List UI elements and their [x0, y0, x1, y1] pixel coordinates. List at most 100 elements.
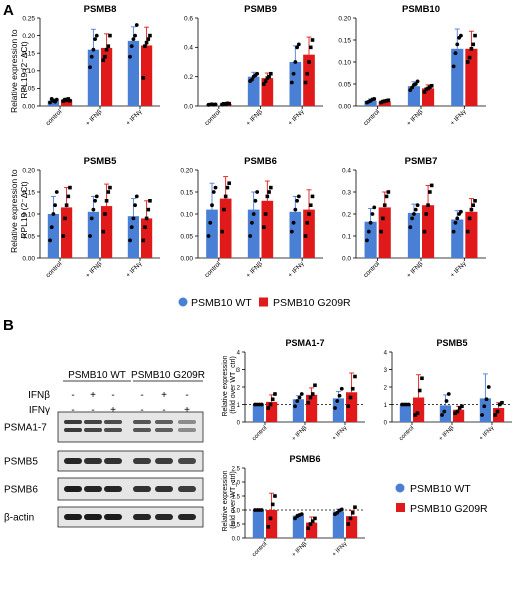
data-point	[339, 507, 344, 512]
data-point	[368, 220, 373, 225]
data-point	[291, 220, 296, 225]
y-tick-label: 0.00	[22, 103, 35, 110]
x-tick-label: + IFNγ	[479, 425, 496, 442]
blot-membrane	[57, 477, 204, 501]
blot-band	[178, 428, 196, 432]
data-point	[54, 97, 59, 102]
data-point	[446, 392, 451, 396]
data-point	[223, 194, 228, 199]
bar	[127, 40, 139, 106]
data-point	[293, 404, 297, 409]
data-point	[144, 216, 149, 221]
data-point	[460, 404, 464, 409]
data-point	[262, 82, 266, 86]
data-point	[268, 402, 273, 407]
bar	[364, 100, 377, 106]
data-point	[93, 198, 97, 203]
data-point	[372, 97, 377, 101]
data-point	[104, 47, 109, 52]
ylabel-row2-line1: Relative expression to	[9, 169, 19, 253]
data-point	[106, 44, 111, 48]
data-point	[88, 65, 92, 70]
data-point	[457, 406, 462, 410]
blot-band-rows: PSMA1-7 PSMB5 PSMB6 β-actin	[4, 411, 204, 528]
x-tick-label: control	[203, 260, 222, 279]
blot-treatment-ifng: IFNγ	[29, 405, 50, 416]
bar	[479, 398, 491, 422]
y-tick-label: 0.20	[22, 167, 35, 174]
blot-band	[178, 420, 196, 424]
y-tick-label: 0.05	[180, 233, 193, 240]
data-point	[262, 225, 266, 229]
data-point	[273, 392, 277, 396]
legend-b-wt-label: PSMB10 WT	[410, 483, 471, 495]
y-tick-label: 0	[237, 420, 241, 426]
bar	[303, 209, 315, 258]
data-point	[465, 229, 470, 234]
panel-letter-b: B	[3, 317, 14, 334]
data-point	[365, 238, 369, 243]
data-point	[408, 225, 413, 230]
x-tick-label: + IFNβ	[405, 108, 424, 127]
data-point	[381, 216, 385, 221]
data-point	[263, 212, 268, 216]
blot-band-label: PSMB5	[4, 457, 38, 468]
blot-band	[155, 458, 173, 464]
data-point	[451, 64, 456, 69]
y-tick-label: 0.05	[338, 81, 351, 88]
chart-title: PSMB6	[244, 156, 277, 167]
data-point	[66, 194, 71, 199]
y-tick-label: 0.2	[342, 211, 351, 218]
y-tick-label: 0.6	[184, 15, 193, 22]
data-point	[500, 400, 504, 405]
y-tick-label: 0.0	[184, 103, 193, 110]
bar	[306, 522, 318, 538]
legend-b-wt-marker	[395, 483, 405, 493]
blot-band	[155, 514, 173, 520]
data-point	[413, 82, 418, 86]
blot-mark: +	[110, 405, 116, 416]
bar	[47, 100, 59, 106]
blot-band	[84, 458, 102, 464]
data-point	[413, 413, 418, 417]
y-tick-label: 3	[237, 368, 241, 374]
bar	[61, 100, 73, 106]
data-point	[410, 216, 415, 221]
data-point	[384, 98, 389, 103]
y-tick-label: 0.10	[338, 59, 351, 66]
y-tick-label: 4	[384, 350, 388, 356]
chart-title: PSMB8	[84, 4, 117, 15]
data-point	[208, 220, 213, 225]
data-point	[131, 37, 136, 42]
bar	[61, 207, 73, 258]
chart-title: PSMB9	[244, 4, 277, 15]
data-point	[268, 516, 273, 521]
ylabel-row1-line1: Relative expression to	[9, 29, 19, 113]
chart-psmb6-4: PSMB6 0.00 0.05 0.10 0.15 0.20 control + IFNβ + …	[180, 156, 323, 279]
bar	[247, 76, 260, 106]
chart-title: PSMB5	[84, 156, 117, 167]
blot-band	[104, 486, 122, 492]
data-point	[61, 234, 66, 238]
bar	[413, 397, 425, 422]
data-point	[104, 199, 109, 203]
blot-band	[133, 486, 151, 492]
chart-psmb8-0: PSMB8 0.00 0.05 0.10 0.15 0.20 0.25 control + IF…	[22, 4, 160, 127]
data-point	[255, 190, 260, 194]
data-point	[68, 185, 72, 190]
data-point	[143, 44, 147, 48]
data-point	[49, 225, 54, 230]
data-point	[459, 33, 463, 38]
data-point	[89, 216, 94, 221]
data-point	[310, 519, 315, 523]
y-tick-label: 4	[237, 350, 241, 356]
data-point	[473, 199, 477, 203]
data-point	[337, 393, 342, 398]
data-point	[88, 234, 92, 238]
x-tick-label: + IFNβ	[84, 108, 103, 127]
data-point	[422, 229, 427, 234]
bar	[451, 219, 464, 258]
data-point	[429, 83, 434, 88]
data-point	[51, 212, 56, 216]
data-point	[131, 216, 136, 221]
